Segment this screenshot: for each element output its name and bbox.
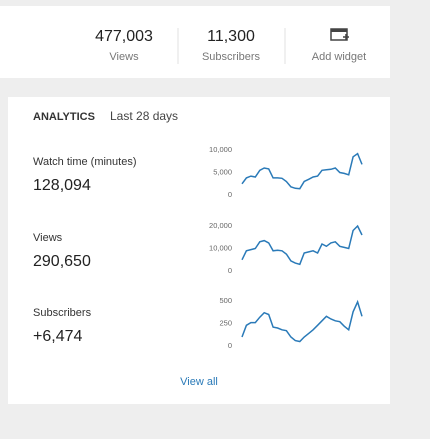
stat-label: Views bbox=[109, 51, 139, 63]
y-tick-label: 10,000 bbox=[209, 243, 232, 252]
widget-icon-bar bbox=[331, 29, 347, 32]
metric-label: Views bbox=[33, 232, 63, 244]
metric-value: 290,650 bbox=[33, 253, 91, 270]
stat-label: Subscribers bbox=[202, 51, 261, 63]
add-widget-label[interactable]: Add widget bbox=[312, 51, 366, 63]
stat-value: 477,003 bbox=[95, 28, 153, 45]
summary-card bbox=[0, 6, 390, 78]
sparkline bbox=[241, 299, 363, 343]
y-tick-label: 500 bbox=[219, 296, 232, 305]
view-all-link[interactable]: View all bbox=[180, 376, 218, 388]
analytics-card bbox=[8, 97, 390, 404]
sparkline bbox=[241, 224, 363, 266]
metric-label: Watch time (minutes) bbox=[33, 156, 137, 168]
y-tick-label: 0 bbox=[228, 266, 232, 275]
y-tick-label: 250 bbox=[219, 318, 232, 327]
y-tick-label: 0 bbox=[228, 341, 232, 350]
metric-value: +6,474 bbox=[33, 328, 82, 345]
analytics-period: Last 28 days bbox=[110, 109, 178, 123]
metrics: Watch time (minutes) 128,094 0 5,000 10,000 V… bbox=[33, 145, 363, 350]
stat-value: 11,300 bbox=[207, 28, 255, 45]
sparkline bbox=[241, 152, 363, 190]
y-tick-label: 20,000 bbox=[209, 221, 232, 230]
add-widget[interactable]: Add widget bbox=[312, 28, 366, 63]
y-tick-label: 5,000 bbox=[213, 167, 232, 176]
metric-value: 128,094 bbox=[33, 177, 91, 194]
y-tick-label: 0 bbox=[228, 190, 232, 199]
metric-label: Subscribers bbox=[33, 307, 92, 319]
y-tick-label: 10,000 bbox=[209, 145, 232, 154]
analytics-title: ANALYTICS bbox=[33, 111, 95, 123]
widget-icon-plus bbox=[343, 34, 349, 40]
